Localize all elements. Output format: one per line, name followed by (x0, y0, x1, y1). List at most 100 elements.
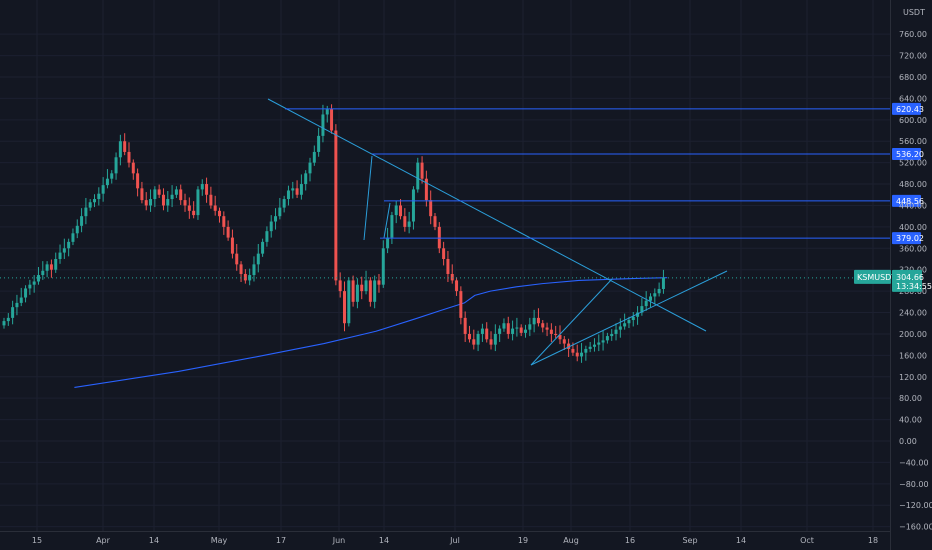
candle-body (174, 189, 178, 195)
y-tick-label: 400.00 (899, 223, 927, 232)
candle-body (610, 333, 614, 337)
candle-body (377, 280, 381, 285)
level-tag (892, 147, 921, 160)
candle-body (274, 216, 278, 222)
y-tick-label: 40.00 (899, 416, 922, 425)
candle-body (351, 280, 355, 302)
candle-body (330, 109, 334, 131)
candle-body (640, 306, 644, 313)
candle-body (519, 327, 523, 333)
candle-body (127, 151, 131, 163)
candle-body (558, 335, 562, 340)
candle-body (429, 200, 433, 217)
candle-body (347, 280, 351, 324)
candle-body (19, 297, 23, 303)
candle-body (476, 333, 480, 345)
trend-line (363, 155, 373, 241)
candle-body (373, 280, 377, 302)
candle-body (62, 248, 66, 253)
candle-body (368, 280, 372, 302)
y-tick-label: 200.00 (899, 330, 927, 339)
candle-body (399, 205, 403, 217)
price-label: 304.66 (896, 273, 924, 282)
candle-body (661, 277, 665, 289)
chart-grid (0, 0, 890, 531)
candle-body (649, 296, 652, 301)
candle-body (588, 346, 592, 349)
candle-body (584, 348, 588, 353)
candle-body (554, 333, 558, 336)
candle-body (623, 323, 627, 327)
candle-body (205, 184, 209, 195)
candle-body (549, 329, 553, 334)
candle-body (614, 329, 618, 334)
ma-line (74, 277, 668, 389)
y-tick-label: 520.00 (899, 159, 927, 168)
candle-body (15, 302, 19, 308)
candle-body (442, 248, 446, 259)
price-tag (892, 269, 922, 292)
candle-body (80, 216, 84, 226)
candle-body (32, 281, 36, 285)
x-tick-label: 19 (518, 536, 528, 545)
candle-body (118, 141, 122, 158)
candle-body (515, 327, 519, 329)
candle-body (75, 225, 79, 234)
level-label: 379.02 (896, 234, 924, 243)
candle-body (407, 221, 411, 227)
candle-body (502, 323, 506, 329)
candle-body (265, 231, 269, 242)
candle-body (243, 273, 247, 281)
candle-body (467, 333, 471, 340)
candle-body (230, 237, 234, 254)
candle-body (524, 329, 528, 333)
candle-body (403, 216, 407, 227)
y-tick-label: 80.00 (899, 394, 922, 403)
candle-body (321, 114, 325, 136)
candle-body (213, 205, 217, 211)
candle-body (592, 344, 596, 347)
y-tick-label: 160.00 (899, 351, 927, 360)
symbol-label: KSMUSDT (857, 273, 896, 282)
candle-body (571, 348, 575, 353)
candle-body (450, 273, 454, 281)
candle-body (187, 205, 191, 211)
x-tick-label: May (211, 536, 228, 545)
candle-body (84, 207, 88, 217)
candlestick-series (2, 104, 665, 363)
x-tick-label: 14 (149, 536, 159, 545)
candle-body (390, 215, 394, 238)
candle-body (364, 280, 368, 292)
y-tick-label: 560.00 (899, 137, 927, 146)
candle-body (299, 184, 303, 195)
candle-body (338, 280, 342, 292)
x-tick-label: Oct (800, 536, 814, 545)
y-tick-label: 360.00 (899, 244, 927, 253)
candle-body (252, 264, 256, 276)
candle-body (149, 199, 153, 206)
candle-body (140, 188, 144, 201)
candle-body (222, 216, 226, 227)
candle-body (261, 241, 265, 254)
candle-body (45, 264, 49, 271)
time-axis[interactable]: 15 Apr 14 May 17 Jun 14 Jul 19 Aug 16 Sep 14 Oct 18 (32, 536, 878, 545)
candle-body (498, 328, 502, 334)
y-tick-label: 480.00 (899, 180, 927, 189)
candle-body (618, 326, 622, 330)
y-tick-label: 640.00 (899, 94, 927, 103)
candle-body (567, 343, 571, 349)
x-tick-label: 15 (32, 536, 42, 545)
x-tick-label: 16 (625, 536, 635, 545)
candle-body (636, 312, 640, 317)
candle-body (485, 328, 489, 340)
candle-body (528, 324, 532, 330)
candle-body (381, 248, 385, 285)
candle-body (295, 188, 299, 195)
candle-body (71, 233, 75, 242)
candle-body (532, 317, 536, 325)
candle-body (41, 270, 45, 276)
candle-body (239, 264, 243, 274)
candle-body (459, 291, 463, 318)
candle-body (360, 284, 364, 292)
